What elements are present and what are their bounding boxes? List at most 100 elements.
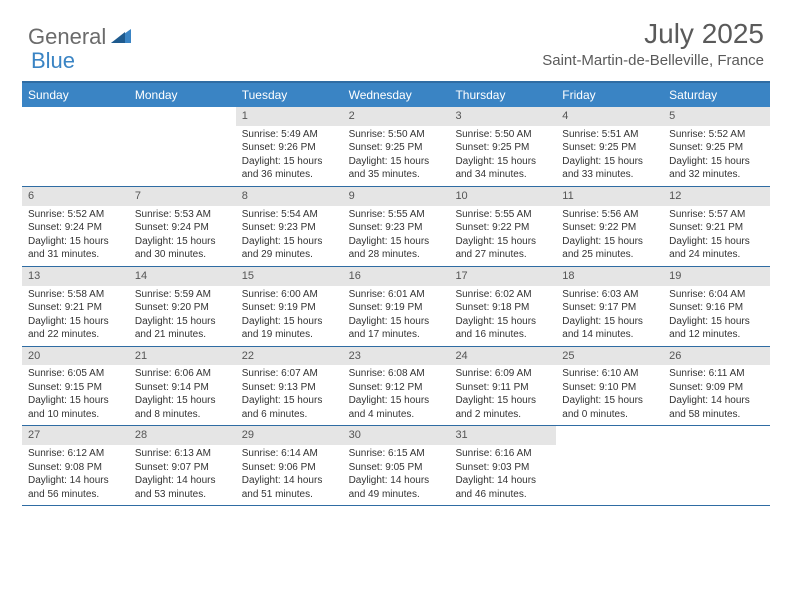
daylight-line: Daylight: 15 hours and 33 minutes. [562, 155, 657, 182]
day-cell: 24Sunrise: 6:09 AMSunset: 9:11 PMDayligh… [449, 347, 556, 426]
sunset-line: Sunset: 9:08 PM [28, 461, 123, 475]
header: General July 2025 Saint-Martin-de-Bellev… [0, 0, 792, 75]
weekday-header: Tuesday [236, 83, 343, 107]
sunrise-line: Sunrise: 5:52 AM [28, 208, 123, 222]
sunrise-line: Sunrise: 6:03 AM [562, 288, 657, 302]
day-cell: 31Sunrise: 6:16 AMSunset: 9:03 PMDayligh… [449, 426, 556, 505]
daylight-line: Daylight: 15 hours and 30 minutes. [135, 235, 230, 262]
day-body: Sunrise: 6:00 AMSunset: 9:19 PMDaylight:… [236, 288, 343, 342]
daylight-line: Daylight: 15 hours and 17 minutes. [349, 315, 444, 342]
sunset-line: Sunset: 9:24 PM [135, 221, 230, 235]
daylight-line: Daylight: 15 hours and 16 minutes. [455, 315, 550, 342]
sunrise-line: Sunrise: 6:10 AM [562, 367, 657, 381]
day-number: 28 [129, 426, 236, 445]
day-cell: 2Sunrise: 5:50 AMSunset: 9:25 PMDaylight… [343, 107, 450, 186]
day-number: 7 [129, 187, 236, 206]
day-number: 18 [556, 267, 663, 286]
sunrise-line: Sunrise: 6:04 AM [669, 288, 764, 302]
sunrise-line: Sunrise: 5:55 AM [455, 208, 550, 222]
sunset-line: Sunset: 9:13 PM [242, 381, 337, 395]
day-number: 8 [236, 187, 343, 206]
sunrise-line: Sunrise: 6:02 AM [455, 288, 550, 302]
daylight-line: Daylight: 15 hours and 34 minutes. [455, 155, 550, 182]
daylight-line: Daylight: 15 hours and 22 minutes. [28, 315, 123, 342]
day-number: 22 [236, 347, 343, 366]
daylight-line: Daylight: 15 hours and 24 minutes. [669, 235, 764, 262]
day-body: Sunrise: 5:51 AMSunset: 9:25 PMDaylight:… [556, 128, 663, 182]
day-cell: 20Sunrise: 6:05 AMSunset: 9:15 PMDayligh… [22, 347, 129, 426]
sunset-line: Sunset: 9:03 PM [455, 461, 550, 475]
day-body: Sunrise: 6:14 AMSunset: 9:06 PMDaylight:… [236, 447, 343, 501]
day-cell: 21Sunrise: 6:06 AMSunset: 9:14 PMDayligh… [129, 347, 236, 426]
day-body: Sunrise: 5:49 AMSunset: 9:26 PMDaylight:… [236, 128, 343, 182]
day-cell: 5Sunrise: 5:52 AMSunset: 9:25 PMDaylight… [663, 107, 770, 186]
day-cell: 30Sunrise: 6:15 AMSunset: 9:05 PMDayligh… [343, 426, 450, 505]
sunrise-line: Sunrise: 5:53 AM [135, 208, 230, 222]
day-number: 10 [449, 187, 556, 206]
sunset-line: Sunset: 9:09 PM [669, 381, 764, 395]
day-number: 21 [129, 347, 236, 366]
day-number: 12 [663, 187, 770, 206]
day-cell: 28Sunrise: 6:13 AMSunset: 9:07 PMDayligh… [129, 426, 236, 505]
day-cell: 17Sunrise: 6:02 AMSunset: 9:18 PMDayligh… [449, 267, 556, 346]
sunrise-line: Sunrise: 6:01 AM [349, 288, 444, 302]
sunrise-line: Sunrise: 5:56 AM [562, 208, 657, 222]
month-title: July 2025 [542, 18, 764, 50]
day-body: Sunrise: 5:50 AMSunset: 9:25 PMDaylight:… [449, 128, 556, 182]
day-body: Sunrise: 6:04 AMSunset: 9:16 PMDaylight:… [663, 288, 770, 342]
daylight-line: Daylight: 15 hours and 35 minutes. [349, 155, 444, 182]
day-cell: 25Sunrise: 6:10 AMSunset: 9:10 PMDayligh… [556, 347, 663, 426]
sunset-line: Sunset: 9:17 PM [562, 301, 657, 315]
weekday-header: Sunday [22, 83, 129, 107]
sunset-line: Sunset: 9:05 PM [349, 461, 444, 475]
logo: General [28, 24, 133, 50]
day-cell: 9Sunrise: 5:55 AMSunset: 9:23 PMDaylight… [343, 187, 450, 266]
day-body: Sunrise: 5:55 AMSunset: 9:23 PMDaylight:… [343, 208, 450, 262]
day-number: 30 [343, 426, 450, 445]
day-body: Sunrise: 6:12 AMSunset: 9:08 PMDaylight:… [22, 447, 129, 501]
week-row: 13Sunrise: 5:58 AMSunset: 9:21 PMDayligh… [22, 267, 770, 347]
day-body: Sunrise: 6:05 AMSunset: 9:15 PMDaylight:… [22, 367, 129, 421]
day-body: Sunrise: 6:10 AMSunset: 9:10 PMDaylight:… [556, 367, 663, 421]
daylight-line: Daylight: 15 hours and 6 minutes. [242, 394, 337, 421]
sunset-line: Sunset: 9:23 PM [242, 221, 337, 235]
daylight-line: Daylight: 15 hours and 32 minutes. [669, 155, 764, 182]
daylight-line: Daylight: 15 hours and 29 minutes. [242, 235, 337, 262]
sunrise-line: Sunrise: 5:55 AM [349, 208, 444, 222]
day-cell: 27 Sunrise: 6:12 AMSunset: 9:08 PMDayligh… [22, 426, 129, 505]
day-body: Sunrise: 6:03 AMSunset: 9:17 PMDaylight:… [556, 288, 663, 342]
day-number: 3 [449, 107, 556, 126]
sunrise-line: Sunrise: 5:51 AM [562, 128, 657, 142]
day-number: 20 [22, 347, 129, 366]
day-number: 14 [129, 267, 236, 286]
day-number: 2 [343, 107, 450, 126]
day-number: 1 [236, 107, 343, 126]
sunset-line: Sunset: 9:06 PM [242, 461, 337, 475]
sunset-line: Sunset: 9:21 PM [669, 221, 764, 235]
sunrise-line: Sunrise: 6:16 AM [455, 447, 550, 461]
day-number: 24 [449, 347, 556, 366]
sunrise-line: Sunrise: 5:59 AM [135, 288, 230, 302]
sunset-line: Sunset: 9:10 PM [562, 381, 657, 395]
day-cell-empty [556, 426, 663, 505]
day-cell: 4Sunrise: 5:51 AMSunset: 9:25 PMDaylight… [556, 107, 663, 186]
sunset-line: Sunset: 9:19 PM [242, 301, 337, 315]
sunrise-line: Sunrise: 6:15 AM [349, 447, 444, 461]
day-number: 27 [22, 426, 129, 445]
day-cell: 13Sunrise: 5:58 AMSunset: 9:21 PMDayligh… [22, 267, 129, 346]
day-number: 5 [663, 107, 770, 126]
daylight-line: Daylight: 15 hours and 10 minutes. [28, 394, 123, 421]
sunrise-line: Sunrise: 6:05 AM [28, 367, 123, 381]
daylight-line: Daylight: 15 hours and 36 minutes. [242, 155, 337, 182]
sunset-line: Sunset: 9:16 PM [669, 301, 764, 315]
weekday-header: Saturday [663, 83, 770, 107]
day-number: 15 [236, 267, 343, 286]
daylight-line: Daylight: 15 hours and 25 minutes. [562, 235, 657, 262]
sunrise-line: Sunrise: 6:06 AM [135, 367, 230, 381]
day-cell: 8Sunrise: 5:54 AMSunset: 9:23 PMDaylight… [236, 187, 343, 266]
sunrise-line: Sunrise: 5:50 AM [455, 128, 550, 142]
sunset-line: Sunset: 9:25 PM [669, 141, 764, 155]
day-body: Sunrise: 5:52 AMSunset: 9:24 PMDaylight:… [22, 208, 129, 262]
day-body: Sunrise: 5:58 AMSunset: 9:21 PMDaylight:… [22, 288, 129, 342]
sunrise-line: Sunrise: 5:49 AM [242, 128, 337, 142]
